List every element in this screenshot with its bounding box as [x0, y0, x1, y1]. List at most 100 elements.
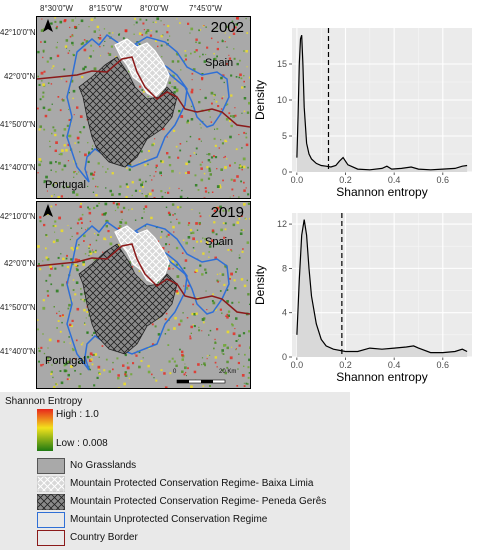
entropy-pixel — [97, 365, 101, 369]
entropy-pixel — [192, 247, 195, 249]
entropy-pixel — [235, 340, 238, 342]
entropy-pixel — [191, 72, 194, 75]
entropy-pixel — [179, 149, 182, 152]
entropy-pixel — [190, 232, 193, 235]
entropy-pixel — [39, 216, 42, 219]
entropy-pixel — [207, 177, 211, 180]
entropy-pixel — [209, 116, 211, 118]
entropy-pixel — [171, 85, 173, 88]
entropy-pixel — [248, 76, 250, 79]
entropy-pixel — [188, 122, 190, 124]
entropy-pixel — [93, 171, 96, 173]
entropy-pixel — [68, 303, 71, 307]
entropy-pixel — [221, 142, 224, 145]
entropy-pixel — [186, 317, 189, 319]
entropy-pixel — [209, 354, 211, 356]
entropy-pixel — [63, 364, 66, 367]
entropy-pixel — [124, 353, 127, 357]
entropy-pixel — [245, 143, 249, 147]
entropy-pixel — [55, 171, 57, 173]
entropy-pixel — [79, 131, 82, 133]
entropy-pixel — [247, 202, 250, 205]
entropy-pixel — [236, 175, 239, 178]
entropy-pixel — [193, 313, 196, 316]
entropy-pixel — [167, 233, 170, 236]
entropy-pixel — [152, 21, 154, 23]
entropy-pixel — [208, 251, 210, 253]
entropy-pixel — [230, 115, 232, 117]
entropy-pixel — [214, 57, 217, 61]
entropy-pixel — [51, 132, 53, 135]
entropy-pixel — [52, 126, 55, 129]
entropy-pixel — [129, 162, 131, 165]
entropy-pixel — [54, 20, 57, 23]
entropy-pixel — [219, 290, 222, 292]
entropy-pixel — [226, 289, 229, 291]
entropy-pixel — [77, 137, 79, 140]
entropy-pixel — [84, 65, 87, 69]
entropy-pixel — [235, 349, 237, 351]
entropy-pixel — [206, 46, 209, 49]
entropy-pixel — [108, 32, 111, 35]
y-tick-label: 0 — [282, 167, 287, 177]
entropy-pixel — [184, 366, 187, 370]
entropy-pixel — [110, 236, 112, 238]
entropy-pixel — [116, 357, 119, 360]
entropy-pixel — [143, 208, 145, 210]
entropy-pixel — [45, 256, 48, 259]
entropy-pixel — [98, 368, 100, 370]
entropy-pixel — [92, 50, 95, 52]
entropy-pixel — [134, 353, 136, 355]
entropy-pixel — [50, 22, 53, 25]
entropy-pixel — [195, 41, 197, 43]
entropy-pixel — [247, 293, 250, 296]
entropy-pixel — [42, 51, 45, 53]
entropy-pixel — [154, 325, 157, 328]
peneda-geres-area — [78, 243, 178, 355]
entropy-pixel — [121, 211, 123, 213]
density-chart-2002: 0.0 0.2 0.4 0.6 0 5 10 15 Shannon entropy Density — [250, 20, 478, 205]
entropy-pixel — [236, 62, 239, 66]
entropy-pixel — [231, 323, 233, 325]
entropy-pixel — [203, 197, 206, 198]
entropy-pixel — [145, 19, 148, 21]
entropy-pixel — [42, 333, 44, 335]
entropy-pixel — [88, 151, 91, 154]
entropy-pixel — [187, 284, 190, 287]
entropy-pixel — [79, 205, 82, 208]
entropy-pixel — [92, 249, 93, 251]
entropy-pixel — [219, 186, 222, 189]
entropy-pixel — [240, 278, 244, 281]
entropy-pixel — [58, 216, 61, 220]
entropy-pixel — [167, 191, 170, 194]
entropy-pixel — [103, 45, 105, 47]
entropy-pixel — [80, 298, 82, 301]
entropy-pixel — [37, 319, 39, 321]
entropy-pixel — [105, 238, 107, 241]
entropy-pixel — [95, 249, 97, 252]
entropy-pixel — [93, 30, 96, 33]
x-tick-label: 0.4 — [388, 175, 401, 185]
entropy-pixel — [89, 355, 91, 357]
country-label-spain: Spain — [205, 57, 234, 69]
entropy-pixel — [66, 124, 69, 127]
entropy-pixel — [101, 345, 104, 347]
entropy-pixel — [206, 358, 208, 360]
entropy-pixel — [93, 257, 96, 261]
entropy-pixel — [248, 101, 250, 105]
entropy-pixel — [226, 141, 228, 143]
entropy-pixel — [239, 232, 243, 235]
entropy-pixel — [88, 250, 92, 253]
entropy-pixel — [64, 19, 67, 22]
entropy-pixel — [40, 41, 42, 43]
entropy-pixel — [160, 190, 163, 193]
entropy-pixel — [89, 55, 92, 58]
entropy-pixel — [205, 271, 208, 274]
entropy-pixel — [74, 25, 77, 29]
entropy-pixel — [77, 218, 81, 221]
entropy-pixel — [191, 79, 193, 81]
entropy-pixel — [190, 385, 193, 388]
entropy-pixel — [59, 20, 63, 24]
entropy-pixel — [88, 245, 90, 248]
entropy-pixel — [110, 45, 113, 48]
